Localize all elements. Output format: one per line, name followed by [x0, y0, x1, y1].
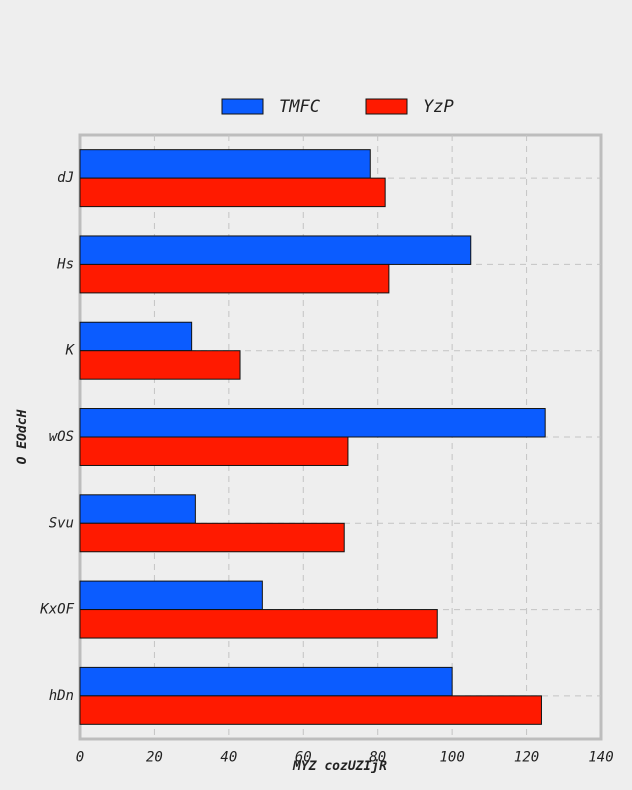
x-tick-label: 80 [369, 750, 386, 766]
legend-swatch-YzP [365, 98, 408, 115]
x-tick-label: 100 [439, 750, 464, 766]
bar-TMFC-dJ [79, 149, 371, 179]
x-tick-label: 120 [514, 750, 539, 766]
legend-label: YzP [423, 97, 454, 117]
y-tick-label: hDn [49, 688, 74, 704]
bar-TMFC-wOS [79, 408, 546, 438]
y-axis-label: O EOdcH [15, 409, 30, 464]
bar-YzP-KxOF [79, 609, 438, 639]
x-tick-labels: 0 20 40 60 80 100 120 140 [76, 750, 614, 766]
x-tick-label: 0 [76, 750, 84, 766]
bar-TMFC-KxOF [79, 580, 263, 611]
bar-TMFC-Svu [79, 494, 196, 524]
legend-label: TMFC [279, 97, 321, 117]
y-tick-label: KxOF [39, 602, 74, 618]
bar-YzP-Svu [79, 522, 345, 553]
y-tick-label: Hs [56, 256, 74, 272]
x-tick-label: 20 [146, 750, 163, 766]
x-tick-label: 140 [588, 750, 613, 766]
bar-YzP-wOS [79, 436, 349, 466]
bar-YzP-Hs [79, 263, 390, 294]
x-tick-label: 60 [295, 750, 312, 766]
x-tick-label: 40 [220, 750, 237, 766]
bar-YzP-hDn [79, 695, 542, 725]
legend-swatch-TMFC [221, 98, 264, 115]
bar-TMFC-hDn [79, 666, 453, 697]
y-tick-label: dJ [57, 170, 74, 186]
y-tick-label: wOS [49, 429, 74, 445]
y-tick-label: Svu [49, 515, 74, 531]
x-axis-label: MYZ cozUZIjR [292, 759, 387, 774]
bars [79, 149, 546, 725]
bar-TMFC-Hs [79, 235, 472, 265]
bar-YzP-dJ [79, 177, 386, 208]
bar-YzP-K [79, 350, 241, 380]
legend: TMFC YzP [221, 97, 454, 117]
bar-TMFC-K [79, 321, 193, 352]
y-tick-label: K [65, 343, 76, 359]
